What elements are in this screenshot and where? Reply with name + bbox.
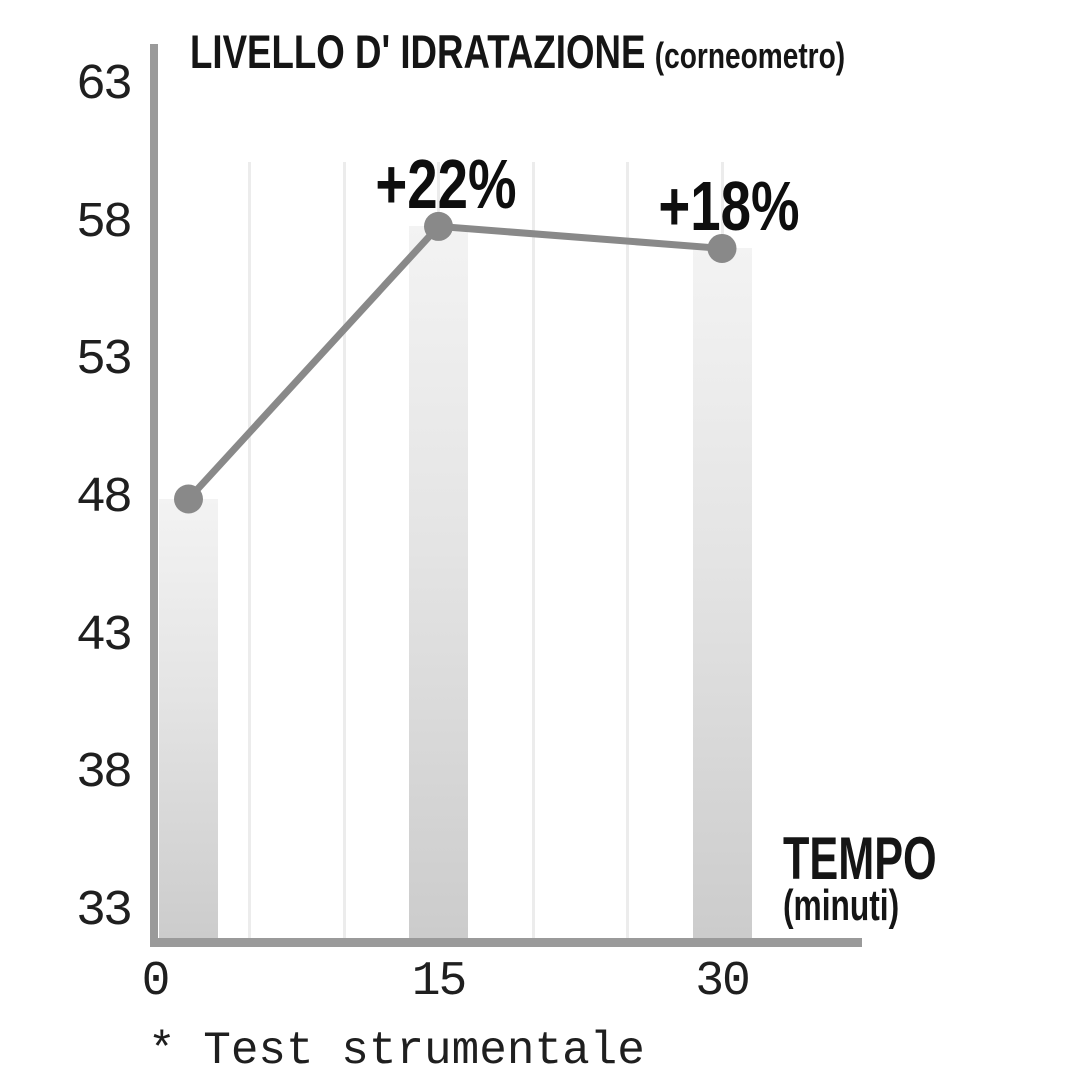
data-point	[424, 211, 453, 241]
x-tick-label: 15	[411, 955, 468, 1009]
data-label: +22%	[374, 145, 517, 224]
y-tick-label: 63	[75, 57, 133, 114]
chart-title: LIVELLO D' IDRATAZIONE (corneometro)	[190, 28, 845, 75]
bar	[159, 499, 218, 938]
grid-line	[531, 162, 535, 938]
bar	[409, 226, 468, 938]
y-tick-label: 38	[75, 745, 133, 803]
trend-line	[185, 222, 723, 502]
chart-title-sub: (corneometro)	[654, 35, 846, 76]
data-label: +18%	[658, 167, 800, 246]
y-tick-label: 33	[75, 883, 133, 940]
y-tick-label: 58	[75, 194, 133, 252]
x-tick-label: 0	[141, 955, 171, 1009]
footnote: * Test strumentale	[148, 1025, 645, 1077]
grid-line	[342, 162, 346, 938]
y-tick-label: 48	[75, 470, 133, 527]
chart-title-main: LIVELLO D' IDRATAZIONE	[190, 25, 646, 78]
data-point	[707, 233, 737, 263]
bar	[692, 248, 752, 938]
grid-line	[248, 162, 251, 938]
y-tick-label: 43	[75, 607, 133, 665]
grid-line	[626, 162, 629, 938]
x-axis-line	[150, 938, 862, 947]
x-axis-label-sub: (minuti)	[783, 881, 900, 930]
y-axis-line	[150, 44, 158, 947]
y-tick-label: 53	[75, 332, 133, 390]
x-axis-label-main: TEMPO	[783, 825, 937, 892]
data-point	[174, 484, 203, 514]
x-tick-label: 30	[695, 955, 751, 1009]
